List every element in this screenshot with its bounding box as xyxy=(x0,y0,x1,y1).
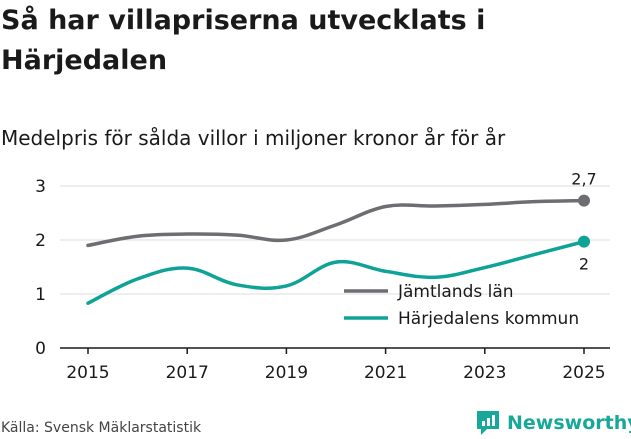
series-end-point-jamtland xyxy=(578,194,590,207)
chart-subtitle: Medelpris för sålda villor i miljoner kr… xyxy=(1,126,506,150)
end-value-label-harjedalen: 2 xyxy=(579,255,589,274)
x-tick-label: 2019 xyxy=(265,363,308,383)
newsworthy-logo-icon xyxy=(477,411,499,435)
y-tick-label: 1 xyxy=(35,285,46,305)
series-lines xyxy=(86,194,590,305)
y-tick-label: 2 xyxy=(35,231,46,251)
chart-title: Så har villapriserna utvecklats i Härjed… xyxy=(1,5,486,76)
y-tick-label: 3 xyxy=(35,177,46,197)
series-line-jamtland xyxy=(86,198,586,248)
grid-lines xyxy=(60,185,610,349)
x-tick-label: 2021 xyxy=(364,363,407,383)
x-tick-label: 2023 xyxy=(463,363,506,383)
x-tick-label: 2015 xyxy=(66,363,109,383)
end-labels: 2,72 xyxy=(571,170,596,274)
legend-label-harjedalen: Härjedalens kommun xyxy=(398,309,579,329)
brand-name: Newsworthy xyxy=(507,412,631,434)
brand-logo: Newsworthy xyxy=(475,408,631,438)
source-note: Källa: Svensk Mäklarstatistik xyxy=(1,420,202,436)
series-line-harjedalen xyxy=(86,239,586,305)
x-tick-label: 2017 xyxy=(166,363,209,383)
legend-label-jamtland: Jämtlands län xyxy=(397,282,514,302)
series-end-point-harjedalen xyxy=(578,235,590,248)
y-tick-label: 0 xyxy=(35,339,46,359)
legend: Jämtlands län Härjedalens kommun xyxy=(344,282,579,329)
x-tick-labels: 2015 2017 2019 2021 2023 2025 xyxy=(66,348,606,383)
x-tick-label: 2025 xyxy=(562,363,605,383)
y-tick-labels: 0 1 2 3 xyxy=(35,177,46,359)
end-value-label-jamtland: 2,7 xyxy=(571,170,596,189)
